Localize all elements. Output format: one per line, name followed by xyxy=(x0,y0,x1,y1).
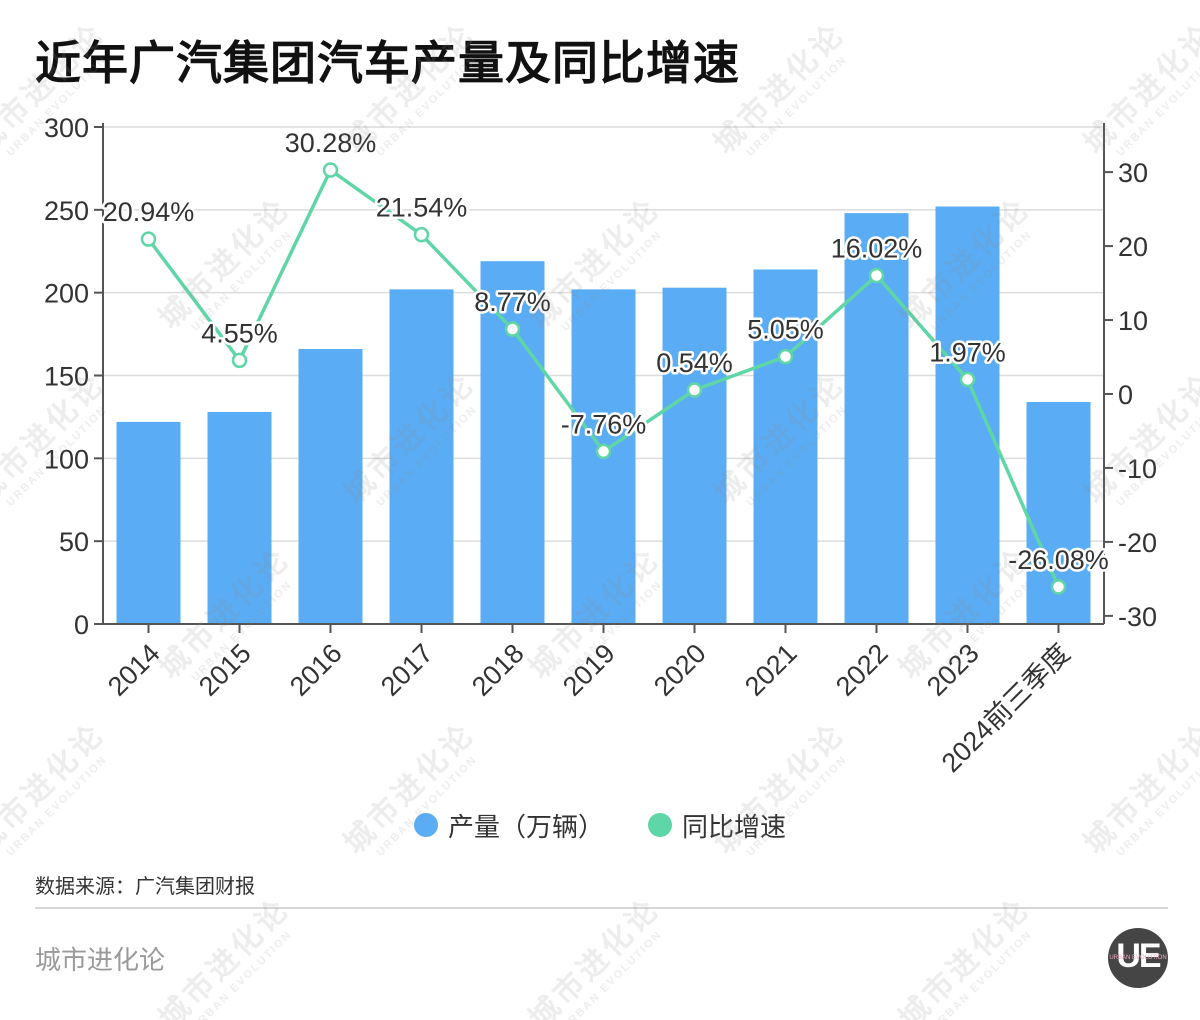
x-axis-tick-label: 2021 xyxy=(739,638,803,702)
growth-point-9 xyxy=(868,267,885,284)
logo-tagline: URBAN EVOLUTION xyxy=(1109,955,1167,961)
x-axis-tick-label: 2016 xyxy=(284,638,348,702)
chart-title: 近年广汽集团汽车产量及同比增速 xyxy=(35,37,740,89)
production-bar-3 xyxy=(298,348,363,624)
right-axis-tick-label: 30 xyxy=(1118,158,1148,188)
legend-item-production: 产量（万辆） xyxy=(413,807,604,844)
x-axis-tick-label: 2017 xyxy=(375,638,439,702)
x-axis-tick-label: 2023 xyxy=(921,638,985,702)
growth-data-label: -7.76% xyxy=(561,409,647,439)
growth-point-6 xyxy=(595,443,612,460)
production-bar-8 xyxy=(753,269,818,624)
left-axis-tick-label: 250 xyxy=(44,196,89,226)
production-bar-series xyxy=(116,206,1091,624)
growth-data-label: 16.02% xyxy=(831,234,923,264)
legend-item-growth: 同比增速 xyxy=(648,807,786,844)
growth-data-label: 4.55% xyxy=(201,318,278,348)
left-axis-tick-label: 0 xyxy=(74,610,89,640)
production-bar-7 xyxy=(662,287,727,624)
right-axis-tick-label: 20 xyxy=(1118,232,1148,262)
left-axis-tick-label: 100 xyxy=(44,444,89,474)
production-bar-1 xyxy=(116,421,181,624)
production-bar-2 xyxy=(207,411,272,624)
data-source-note: 数据来源：广汽集团财报 xyxy=(35,876,255,898)
left-axis-tick-label: 50 xyxy=(59,527,89,557)
production-bar-10 xyxy=(935,206,1000,624)
growth-data-label: 30.28% xyxy=(285,128,377,158)
growth-data-label: 20.94% xyxy=(103,197,195,227)
watermark-cn: 城市进化论 xyxy=(152,891,297,1020)
legend-label-production: 产量（万辆） xyxy=(447,811,604,842)
combo-chart: 0 50 100 150 200 250 300 -30 -20 -10 0 10 20 30 2014 20… xyxy=(44,113,1157,778)
growth-data-label: 8.77% xyxy=(474,287,551,317)
watermark-cn: 城市进化论 xyxy=(892,891,1037,1020)
footer-divider xyxy=(35,907,1168,909)
x-axis-tick-label: 2022 xyxy=(830,638,894,702)
legend-marker-production xyxy=(413,813,438,837)
watermark-en: URBAN EVOLUTION xyxy=(189,928,295,1020)
growth-line-series xyxy=(140,162,1067,595)
left-axis-tick-label: 300 xyxy=(44,113,89,143)
legend: 产量（万辆） 同比增速 xyxy=(0,806,1200,844)
logo-mark: UE xyxy=(1116,937,1161,975)
x-axis-tick-label: 2014 xyxy=(102,638,166,702)
legend-marker-growth xyxy=(648,813,672,837)
right-axis-tick-label: -20 xyxy=(1118,528,1157,558)
growth-data-label: 1.97% xyxy=(929,337,1006,367)
x-axis-tick-label: 2020 xyxy=(648,638,712,702)
watermark-en: URBAN EVOLUTION xyxy=(929,928,1035,1020)
x-axis-tick-label: 2018 xyxy=(466,638,530,702)
growth-data-label: 21.54% xyxy=(376,193,468,223)
watermark-en: URBAN EVOLUTION xyxy=(559,928,665,1020)
growth-data-label: 5.05% xyxy=(747,315,824,345)
growth-point-8 xyxy=(777,348,794,365)
growth-point-10 xyxy=(959,371,976,388)
x-axis-tick-label: 2019 xyxy=(557,638,621,702)
growth-data-label: -26.08% xyxy=(1008,545,1109,575)
data-labels: 20.94% 4.55% 30.28% 21.54% 8.77% -7.76% 0.54% 5… xyxy=(100,126,1111,578)
x-axis-tick-label: 2015 xyxy=(193,638,257,702)
growth-point-7 xyxy=(686,382,703,398)
growth-data-label: 0.54% xyxy=(656,348,733,378)
right-axis-tick-label: 0 xyxy=(1118,380,1133,410)
watermark-cn: 城市进化论 xyxy=(522,891,667,1020)
right-axis-tick-label: 10 xyxy=(1118,306,1148,336)
legend-label-growth: 同比增速 xyxy=(682,811,787,842)
footer-brand: 城市进化论 xyxy=(35,945,166,975)
production-bar-4 xyxy=(389,289,454,624)
left-axis-tick-label: 150 xyxy=(44,362,89,392)
growth-point-5 xyxy=(504,321,521,337)
right-axis-tick-label: -30 xyxy=(1118,602,1157,632)
right-axis-tick-label: -10 xyxy=(1118,454,1157,484)
growth-point-11 xyxy=(1050,579,1067,595)
growth-point-4 xyxy=(413,226,430,243)
left-axis-tick-label: 200 xyxy=(44,279,89,309)
brand-logo: UE URBAN EVOLUTION xyxy=(1108,928,1168,988)
growth-point-1 xyxy=(140,231,157,247)
growth-point-2 xyxy=(231,352,248,369)
growth-point-3 xyxy=(322,162,339,178)
